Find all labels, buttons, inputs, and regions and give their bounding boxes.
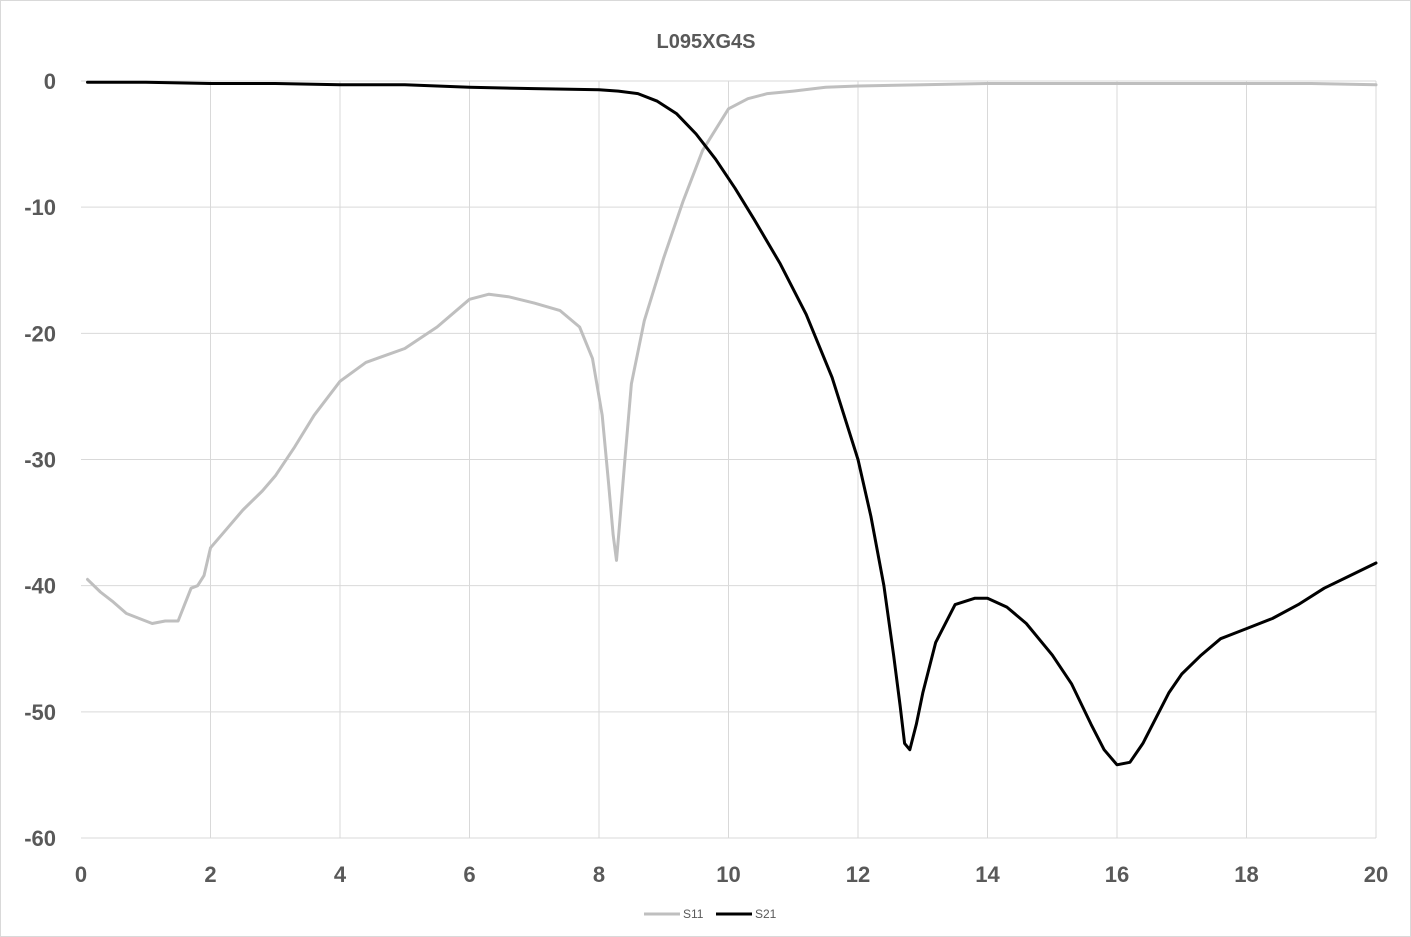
x-tick-label: 0 (75, 862, 87, 887)
x-tick-label: 14 (975, 862, 1000, 887)
x-tick-label: 8 (593, 862, 605, 887)
x-tick-label: 10 (716, 862, 740, 887)
series-line-s21 (86, 80, 1378, 767)
series-line-s11 (86, 82, 1378, 625)
y-tick-label: -20 (24, 321, 56, 346)
y-tick-label: -50 (24, 700, 56, 725)
chart-title: L095XG4S (657, 31, 756, 53)
y-tick-label: -40 (24, 574, 56, 599)
y-tick-label: -60 (24, 826, 56, 851)
x-tick-label: 4 (334, 862, 347, 887)
series-lines (86, 80, 1378, 767)
y-tick-label: -30 (24, 448, 56, 473)
legend-label-s21: S21 (755, 907, 777, 921)
legend-label-s11: S11 (683, 907, 704, 921)
x-tick-label: 16 (1105, 862, 1129, 887)
y-tick-label: -10 (24, 195, 56, 220)
y-tick-label: 0 (44, 69, 56, 94)
x-tick-label: 20 (1364, 862, 1388, 887)
x-tick-label: 18 (1234, 862, 1258, 887)
x-tick-label: 2 (204, 862, 216, 887)
gridlines (81, 80, 1377, 839)
x-tick-label: 12 (846, 862, 870, 887)
legend: S11 S21 (644, 907, 777, 921)
x-tick-label: 6 (463, 862, 475, 887)
axes: 0 2 4 6 8 10 12 14 16 18 20 0 -10 -20 -30 -40 -50 -60 (24, 69, 1388, 887)
